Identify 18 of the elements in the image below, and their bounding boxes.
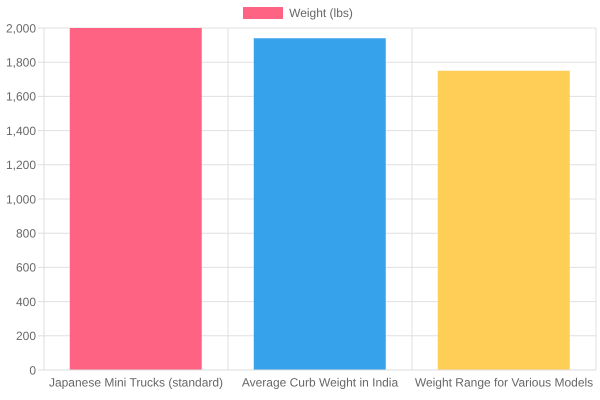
y-tick-label: 600 [16,260,36,275]
bar [254,38,386,370]
y-tick-label: 400 [16,294,36,309]
bar [70,28,202,370]
y-tick-label: 1,600 [6,90,36,104]
bar [438,70,570,370]
legend-label: Weight (lbs) [289,6,353,20]
y-tick-label: 1,200 [6,158,36,172]
y-tick-label: 1,800 [6,55,36,70]
y-tick-label: 1,400 [6,124,36,138]
y-tick-label: 0 [29,363,36,378]
y-tick-label: 800 [16,226,36,240]
x-tick-label: Japanese Mini Trucks (standard) [48,376,224,390]
y-tick-label: 1,000 [6,192,36,206]
x-tick-label: Weight Range for Various Models [414,376,594,390]
y-tick-label: 2,000 [6,21,36,36]
y-tick-label: 200 [16,329,36,344]
x-tick-label: Average Curb Weight in India [242,376,398,390]
